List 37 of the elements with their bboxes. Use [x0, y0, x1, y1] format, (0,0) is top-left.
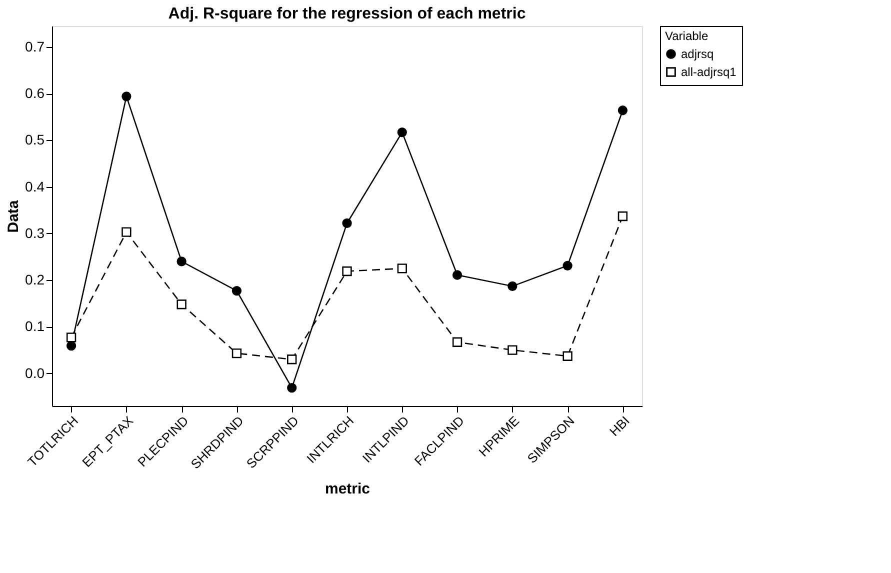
y-axis-title: Data: [5, 200, 22, 233]
point: [397, 127, 407, 138]
y-tick-label: 0.0: [25, 364, 45, 381]
point: [176, 256, 186, 266]
point: [342, 266, 352, 276]
point: [508, 281, 518, 291]
point: [452, 337, 462, 347]
point: [122, 227, 132, 237]
y-tick-label: 0.7: [25, 38, 45, 54]
point: [618, 106, 628, 116]
legend-label: adjrsq: [681, 47, 714, 61]
y-tick-label: 0.1: [25, 318, 45, 334]
point: [618, 211, 628, 222]
point: [232, 348, 242, 358]
point: [562, 260, 572, 270]
point: [342, 218, 352, 228]
point: [508, 345, 518, 355]
legend-label: all-adjrsq1: [681, 65, 737, 79]
point: [122, 92, 132, 102]
point: [452, 270, 462, 280]
y-tick-label: 0.4: [25, 178, 45, 194]
point: [232, 286, 242, 296]
y-tick-label: 0.6: [25, 85, 45, 102]
y-tick-label: 0.5: [25, 132, 45, 148]
x-tick-label: HBI: [606, 413, 632, 440]
legend-title: Variable: [665, 29, 708, 43]
point: [66, 341, 76, 351]
point: [397, 264, 407, 274]
chart-title: Adj. R-square for the regression of each metric: [168, 6, 526, 22]
y-tick-label: 0.3: [25, 224, 45, 241]
point: [562, 351, 572, 361]
x-axis-title: metric: [324, 480, 370, 498]
point: [176, 300, 186, 310]
y-tick-label: 0.2: [25, 272, 45, 288]
point: [287, 354, 297, 364]
point: [287, 382, 297, 393]
point: [66, 332, 76, 342]
